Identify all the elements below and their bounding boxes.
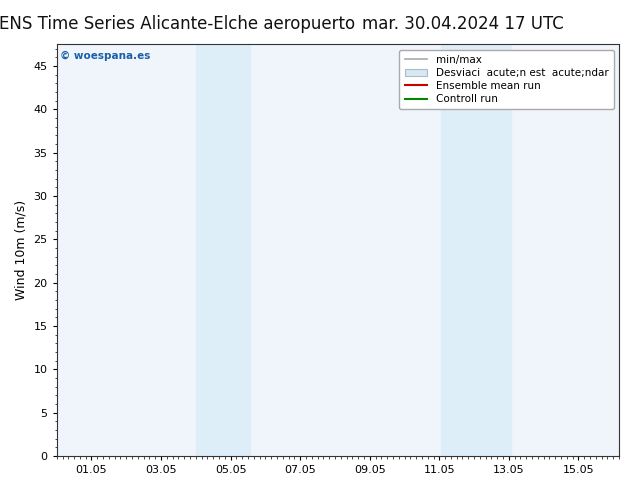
Text: mar. 30.04.2024 17 UTC: mar. 30.04.2024 17 UTC [362,15,564,33]
Text: ENS Time Series Alicante-Elche aeropuerto: ENS Time Series Alicante-Elche aeropuert… [0,15,356,33]
Bar [196,45,250,456]
Legend: min/max, Desviaci  acute;n est  acute;ndar, Ensemble mean run, Controll run: min/max, Desviaci acute;n est acute;ndar… [399,49,614,109]
Y-axis label: Wind 10m (m/s): Wind 10m (m/s) [15,200,28,300]
Text: © woespana.es: © woespana.es [60,50,150,61]
Bar [441,45,510,456]
